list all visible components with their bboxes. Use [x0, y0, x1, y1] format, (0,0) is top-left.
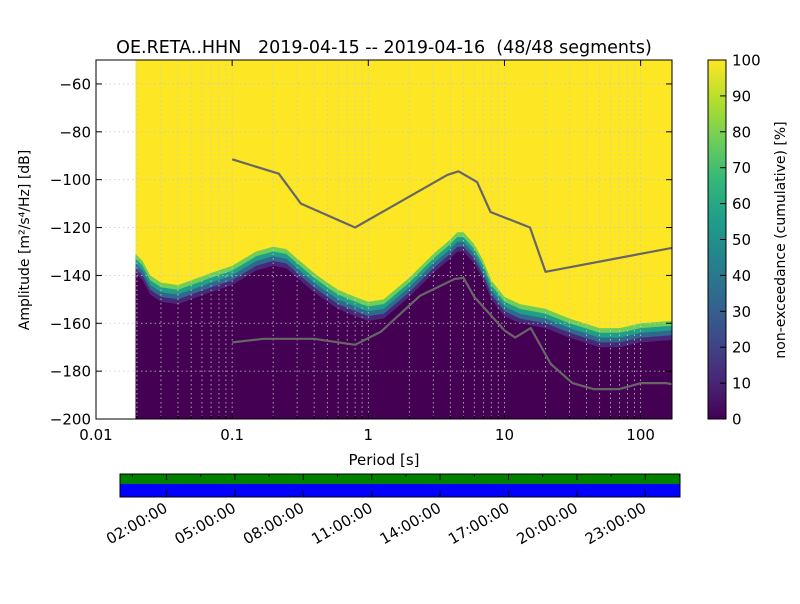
timeline-tick-label: 05:00:00 [172, 499, 239, 548]
availability-timeline: 02:00:00 05:00:00 08:00:00 11:00:00 14:00:00… [103, 473, 681, 548]
plot-area: 0.01 0.1 1 10 100 −60 −80 −100 −120 −140 −160 −180… [50, 59, 673, 444]
y-tick-label: −200 [50, 411, 91, 429]
x-tick-label: 0.1 [220, 426, 244, 444]
colorbar-tick-label: 90 [732, 87, 751, 105]
y-tick-label: −120 [50, 219, 91, 237]
colorbar-tick-label: 40 [732, 267, 751, 285]
y-tick-label: −180 [50, 363, 91, 381]
y-tick-label: −80 [59, 123, 91, 141]
colorbar-tick-label: 100 [732, 52, 761, 70]
series-line-nhnm [231, 158, 672, 273]
colorbar-ticks: 0 10 20 30 40 50 60 70 80 90 100 [720, 52, 761, 429]
x-grid [136, 60, 642, 419]
heatmap-low-region [135, 251, 672, 419]
colorbar-tick-label: 10 [732, 375, 751, 393]
colorbar-label: non-exceedance (cumulative) [%] [773, 121, 789, 358]
timeline-band-top [120, 474, 680, 484]
timeline-tick-label: 08:00:00 [240, 499, 307, 548]
colorbar-tick-label: 0 [732, 411, 742, 429]
y-tick-label: −60 [59, 75, 91, 93]
x-tick-label: 0.01 [79, 426, 112, 444]
timeline-tick-label: 23:00:00 [582, 499, 649, 548]
x-tick-label: 1 [364, 426, 374, 444]
timeline-tick-label: 20:00:00 [514, 499, 581, 548]
colorbar: 0 10 20 30 40 50 60 70 80 90 100 non-exceedance (c… [707, 52, 789, 429]
y-axis-ticks: −60 −80 −100 −120 −140 −160 −180 −200 [50, 75, 672, 429]
colorbar-tick-label: 30 [732, 303, 751, 321]
ppsd-heatmap [135, 60, 672, 419]
x-tick-label: 10 [495, 426, 514, 444]
colorbar-tick-label: 60 [732, 195, 751, 213]
y-grid [96, 83, 672, 372]
plot-frame [95, 59, 673, 420]
colorbar-tick-label: 70 [732, 159, 751, 177]
chart-title: OE.RETA..HHN 2019-04-15 -- 2019-04-16 (4… [116, 38, 652, 58]
y-tick-label: −140 [50, 267, 91, 285]
noise-model-lines [231, 158, 672, 391]
x-axis-label: Period [s] [348, 451, 419, 469]
series-line-nlnm [232, 276, 672, 391]
x-axis-ticks: 0.01 0.1 1 10 100 [79, 60, 655, 444]
colorbar-tick-label: 20 [732, 339, 751, 357]
colorbar-tick-label: 50 [732, 231, 751, 249]
colorbar-tick-label: 80 [732, 123, 751, 141]
timeline-tick-label: 02:00:00 [103, 499, 170, 548]
y-axis-label: Amplitude [m²/s⁴/Hz] [dB] [17, 150, 33, 330]
y-tick-label: −160 [50, 315, 91, 333]
timeline-band-bottom [120, 484, 680, 497]
x-tick-label: 100 [626, 426, 655, 444]
y-tick-label: −100 [50, 171, 91, 189]
timeline-frame [119, 473, 681, 498]
timeline-tick-label: 11:00:00 [308, 499, 375, 548]
timeline-tick-label: 14:00:00 [377, 499, 444, 548]
timeline-tick-label: 17:00:00 [445, 499, 512, 548]
